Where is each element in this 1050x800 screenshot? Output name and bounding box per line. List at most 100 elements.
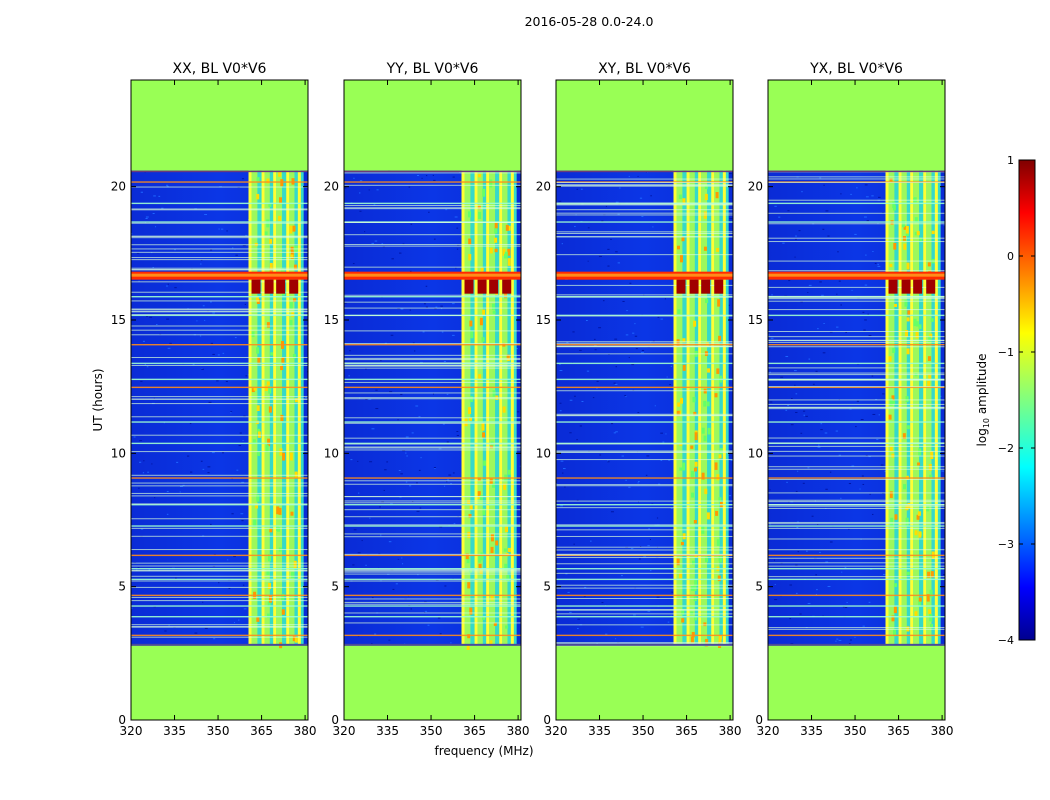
noise-pixel	[607, 248, 610, 250]
noise-pixel	[408, 186, 411, 188]
hot-band-blob	[892, 201, 896, 209]
hot-band-blob	[692, 396, 696, 403]
noise-pixel	[166, 285, 168, 287]
noise-pixel	[558, 200, 562, 202]
noise-pixel	[850, 193, 852, 195]
hot-band-blob	[280, 365, 284, 371]
hot-band-blob	[468, 513, 472, 518]
rfi-line-faint	[556, 202, 733, 204]
noise-pixel	[358, 492, 360, 494]
rfi-line	[768, 594, 945, 597]
noise-pixel	[827, 586, 831, 588]
rfi-line-faint	[556, 507, 733, 509]
noise-pixel	[153, 195, 156, 197]
rfi-line	[556, 634, 733, 637]
rfi-line-faint	[556, 353, 733, 355]
hot-band-blob	[290, 254, 294, 258]
noise-pixel	[225, 380, 228, 382]
hot-band-blob	[707, 368, 711, 373]
y-tick-label: 5	[755, 580, 763, 594]
hot-band-blob	[906, 348, 910, 355]
hot-band-column-edge	[698, 170, 702, 646]
rfi-line-faint	[344, 172, 521, 174]
noise-pixel	[802, 482, 805, 484]
hot-band-blob	[890, 517, 894, 526]
noise-pixel	[226, 230, 228, 232]
y-tick-label: 5	[331, 580, 339, 594]
rfi-line-faint	[344, 443, 521, 445]
noise-pixel	[376, 189, 379, 191]
noise-pixel	[425, 175, 428, 177]
noise-pixel	[228, 587, 231, 589]
rfi-line-faint	[344, 315, 521, 317]
hot-band-blob	[266, 569, 270, 576]
rfi-line-faint	[131, 300, 308, 302]
noise-pixel	[140, 191, 143, 193]
noise-pixel	[417, 574, 419, 576]
noise-pixel	[660, 318, 663, 320]
noise-pixel	[639, 197, 643, 199]
noise-pixel	[601, 602, 604, 604]
rfi-line-faint	[344, 208, 521, 210]
noise-pixel	[158, 195, 161, 197]
noise-pixel	[365, 368, 367, 370]
noise-pixel	[186, 455, 190, 457]
noise-pixel	[576, 188, 579, 190]
rfi-line-faint	[768, 295, 945, 297]
hot-band-blob	[293, 264, 297, 270]
rfi-line	[131, 386, 308, 389]
noise-pixel	[386, 461, 389, 463]
rfi-line-faint	[344, 553, 521, 555]
noise-pixel	[838, 639, 842, 641]
rfi-line-faint	[556, 546, 733, 548]
hot-band-blob	[278, 171, 282, 177]
hot-band-blob	[266, 178, 270, 184]
hot-band-blob	[467, 582, 471, 589]
noise-pixel	[851, 465, 855, 467]
noise-pixel	[369, 517, 371, 519]
rfi-line-faint	[344, 307, 521, 309]
rfi-line	[344, 344, 521, 346]
hot-band-blob	[894, 514, 898, 520]
noise-pixel	[778, 216, 781, 218]
strong-rfi-hot-spot	[689, 279, 699, 294]
noise-pixel	[660, 459, 663, 461]
panel-yx: 320 335 350 365 380 0 5 10 15 20 YX, BL V0*V6	[748, 61, 954, 738]
hot-band-blob	[281, 609, 285, 615]
rfi-line-faint	[344, 598, 521, 600]
rfi-line-faint	[556, 184, 733, 186]
noise-pixel	[226, 559, 229, 561]
noise-pixel	[649, 570, 652, 572]
noise-pixel	[789, 618, 792, 620]
noise-pixel	[131, 607, 133, 609]
hot-band-blob	[930, 318, 934, 322]
noise-pixel	[179, 491, 181, 493]
rfi-line-faint	[344, 612, 521, 614]
noise-pixel	[422, 331, 425, 333]
y-tick-label: 5	[118, 580, 126, 594]
hot-band-blob	[469, 607, 473, 615]
hot-band-blob	[903, 243, 907, 250]
panel-plot-area	[768, 80, 945, 720]
noise-pixel	[787, 210, 790, 212]
x-tick-label: 380	[507, 724, 530, 738]
noise-pixel	[798, 230, 801, 232]
noise-pixel	[166, 491, 169, 493]
noise-pixel	[625, 479, 627, 481]
hot-band-column-edge	[461, 170, 465, 646]
y-axis-label: UT (hours)	[91, 368, 105, 431]
rfi-line-faint	[344, 483, 521, 485]
noise-pixel	[596, 380, 599, 382]
hot-band-blob	[917, 462, 921, 466]
noise-pixel	[866, 220, 869, 222]
noise-pixel	[216, 380, 219, 382]
noise-pixel	[357, 270, 359, 272]
hot-band-column-fill	[251, 170, 258, 646]
hot-band-blob	[905, 225, 909, 234]
rfi-line-faint	[768, 565, 945, 567]
noise-pixel	[795, 592, 798, 594]
hot-band-blob	[507, 469, 511, 475]
hot-band-blob	[718, 497, 722, 503]
noise-pixel	[210, 342, 214, 344]
noise-pixel	[455, 267, 457, 269]
